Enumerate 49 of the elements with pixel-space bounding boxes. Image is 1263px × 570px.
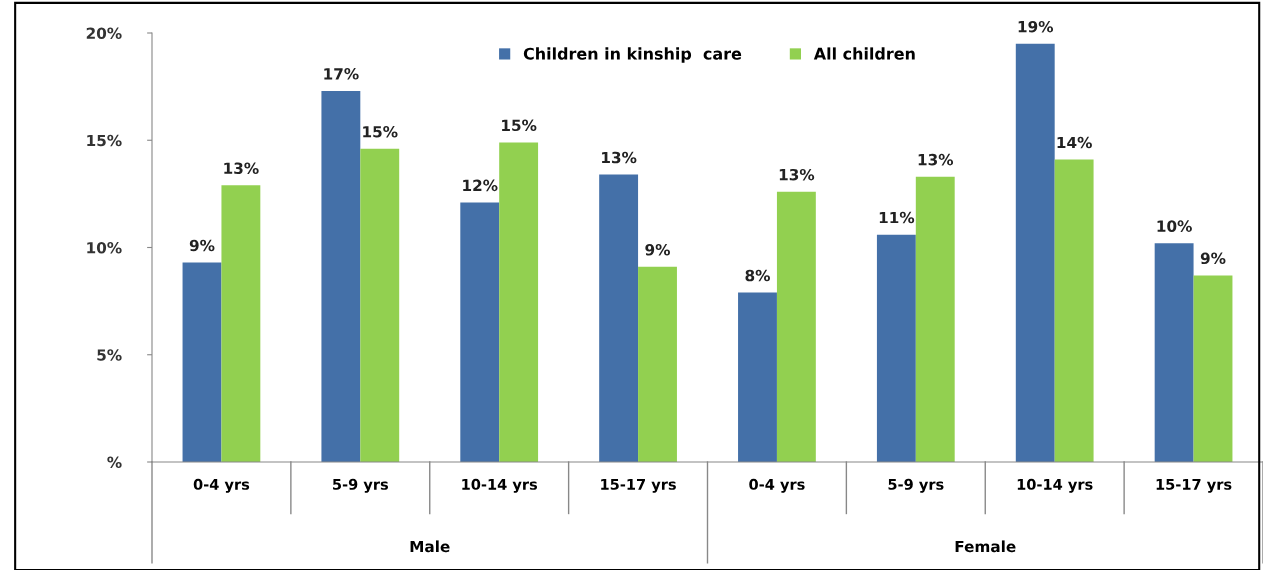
bar [1015, 43, 1055, 462]
bar [321, 90, 361, 462]
bar [915, 176, 955, 462]
data-label: 8% [745, 269, 770, 282]
bar [1154, 243, 1194, 462]
data-label: 13% [918, 153, 954, 166]
x-tick-label: 5-9 yrs [888, 478, 944, 493]
data-label: 9% [189, 239, 215, 252]
data-label: 15% [502, 119, 537, 132]
bar [738, 292, 777, 462]
bar [1054, 159, 1094, 462]
data-label: 13% [224, 162, 259, 174]
data-label: 15% [363, 125, 398, 138]
bar [460, 202, 500, 462]
bar [499, 142, 539, 462]
x-tick-label: 0-4 yrs [193, 478, 250, 493]
bar [638, 266, 677, 462]
bar [776, 191, 816, 462]
data-label: 9% [1200, 252, 1226, 265]
x-tick-label: 0-4 yrs [749, 478, 805, 493]
y-tick-label: % [107, 456, 122, 469]
bar [1193, 275, 1233, 462]
data-label: 9% [645, 243, 670, 256]
data-label: 11% [879, 211, 915, 224]
data-label: 10% [1157, 220, 1192, 232]
data-label: 12% [463, 179, 498, 192]
x-tick-label: 10-14 yrs [462, 478, 538, 493]
x-tick-label: 10-14 yrs [1017, 478, 1093, 493]
legend-label: Children in kinship care [523, 47, 742, 63]
bar [876, 234, 916, 462]
text: Male [410, 540, 450, 553]
data-label: 17% [324, 68, 359, 80]
data-label: 13% [602, 151, 637, 164]
text: Female [955, 540, 1016, 553]
bar [182, 262, 222, 462]
data-label: 13% [779, 168, 815, 181]
x-tick-label: 15-17 yrs [601, 479, 676, 493]
bar [360, 148, 400, 462]
y-tick-label: 5% [97, 349, 122, 361]
y-tick-label: 20% [86, 27, 122, 40]
y-tick-label: 15% [87, 134, 122, 147]
data-label: 14% [1057, 136, 1092, 149]
y-tick-label: 10% [87, 241, 122, 254]
legend-label: All children [813, 47, 915, 60]
bar [599, 174, 639, 462]
x-tick-label: 15-17 yrs [1156, 479, 1232, 493]
data-label: 19% [1018, 20, 1054, 33]
bar [221, 185, 261, 462]
x-tick-label: 5-9 yrs [333, 478, 389, 493]
